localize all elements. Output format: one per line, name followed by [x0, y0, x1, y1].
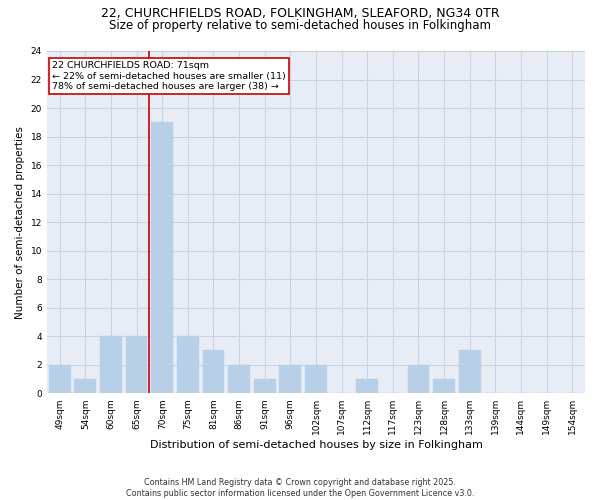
Bar — [407, 364, 430, 393]
Text: 22 CHURCHFIELDS ROAD: 71sqm
← 22% of semi-detached houses are smaller (11)
78% o: 22 CHURCHFIELDS ROAD: 71sqm ← 22% of sem… — [52, 62, 286, 91]
Bar — [228, 364, 250, 393]
Bar — [74, 379, 96, 393]
Bar — [459, 350, 481, 393]
Bar — [203, 350, 224, 393]
Bar — [433, 379, 455, 393]
Bar — [305, 364, 327, 393]
Text: Size of property relative to semi-detached houses in Folkingham: Size of property relative to semi-detach… — [109, 19, 491, 32]
X-axis label: Distribution of semi-detached houses by size in Folkingham: Distribution of semi-detached houses by … — [149, 440, 482, 450]
Bar — [177, 336, 199, 393]
Bar — [126, 336, 148, 393]
Bar — [254, 379, 275, 393]
Bar — [151, 122, 173, 393]
Text: Contains HM Land Registry data © Crown copyright and database right 2025.
Contai: Contains HM Land Registry data © Crown c… — [126, 478, 474, 498]
Text: 22, CHURCHFIELDS ROAD, FOLKINGHAM, SLEAFORD, NG34 0TR: 22, CHURCHFIELDS ROAD, FOLKINGHAM, SLEAF… — [101, 8, 499, 20]
Bar — [49, 364, 71, 393]
Bar — [356, 379, 378, 393]
Bar — [280, 364, 301, 393]
Bar — [100, 336, 122, 393]
Y-axis label: Number of semi-detached properties: Number of semi-detached properties — [15, 126, 25, 318]
